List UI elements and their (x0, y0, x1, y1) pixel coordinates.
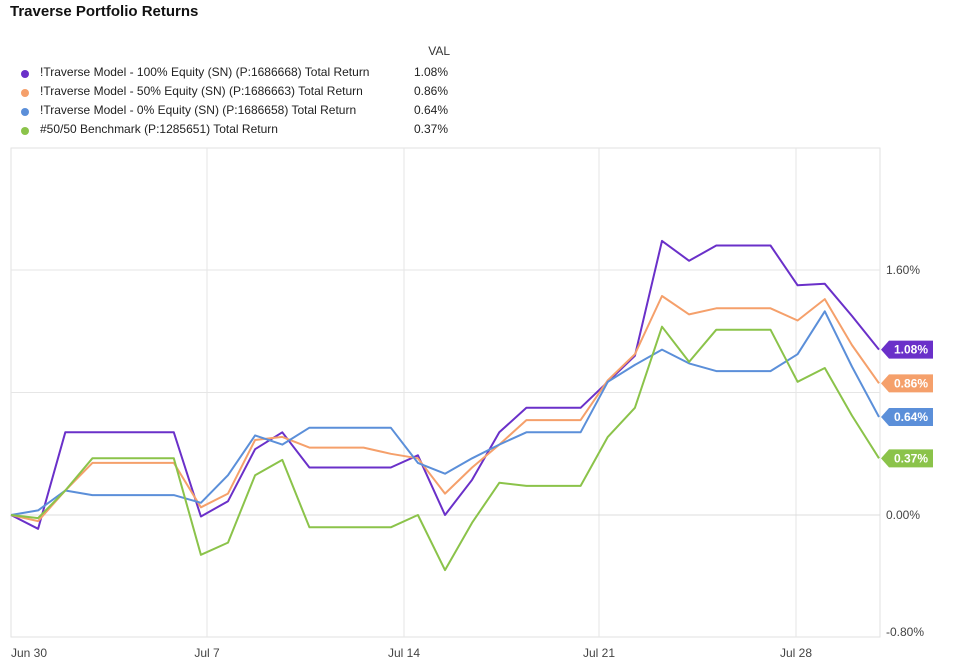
legend-label: !Traverse Model - 50% Equity (SN) (P:168… (40, 84, 363, 98)
series-line-3 (10, 310, 880, 516)
legend-item-100-equity[interactable]: !Traverse Model - 100% Equity (SN) (P:16… (18, 65, 448, 83)
legend-label: !Traverse Model - 100% Equity (SN) (P:16… (40, 65, 370, 79)
legend-value: 0.86% (413, 84, 448, 98)
legend-dot-icon (21, 108, 29, 116)
legend-dot-icon (21, 89, 29, 97)
series-line-1 (10, 239, 880, 530)
value-badge-2 (881, 374, 933, 393)
x-tick-label: Jul 28 (780, 646, 812, 660)
value-badge-label: 1.08% (894, 343, 928, 357)
legend-item-benchmark[interactable]: #50/50 Benchmark (P:1285651) Total Retur… (18, 122, 448, 140)
legend-item-50-equity[interactable]: !Traverse Model - 50% Equity (SN) (P:168… (18, 84, 448, 102)
legend-label: !Traverse Model - 0% Equity (SN) (P:1686… (40, 103, 357, 117)
x-tick-label: Jun 30 (11, 646, 47, 660)
legend-dot-icon (21, 127, 29, 135)
x-tick-label: Jul 21 (583, 646, 615, 660)
x-tick-label: Jul 7 (194, 646, 220, 660)
value-badge-label: 0.37% (894, 451, 928, 465)
x-tick-label: Jul 14 (388, 646, 420, 660)
legend-value: 0.64% (413, 103, 448, 117)
value-badge-label: 0.86% (894, 376, 928, 390)
value-badge-1 (881, 340, 933, 359)
chart-title: Traverse Portfolio Returns (10, 3, 199, 20)
series-line-4 (10, 325, 880, 572)
series-line-2 (10, 295, 880, 523)
value-badge-label: 0.64% (894, 410, 928, 424)
legend-dot-icon (21, 70, 29, 78)
value-badge-3 (881, 408, 933, 426)
y-tick-label: 1.60% (886, 263, 920, 277)
legend-label: #50/50 Benchmark (P:1285651) Total Retur… (40, 122, 278, 136)
y-tick-label: -0.80% (886, 625, 924, 639)
legend-item-0-equity[interactable]: !Traverse Model - 0% Equity (SN) (P:1686… (18, 103, 448, 121)
legend-value: 0.37% (413, 122, 448, 136)
legend-header: VAL (428, 44, 450, 58)
y-tick-label: 0.00% (886, 508, 920, 522)
value-badge-4 (881, 449, 933, 468)
legend-value: 1.08% (413, 65, 448, 79)
